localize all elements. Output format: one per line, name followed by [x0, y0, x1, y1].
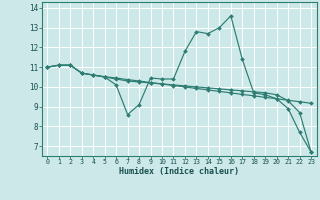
X-axis label: Humidex (Indice chaleur): Humidex (Indice chaleur) — [119, 167, 239, 176]
